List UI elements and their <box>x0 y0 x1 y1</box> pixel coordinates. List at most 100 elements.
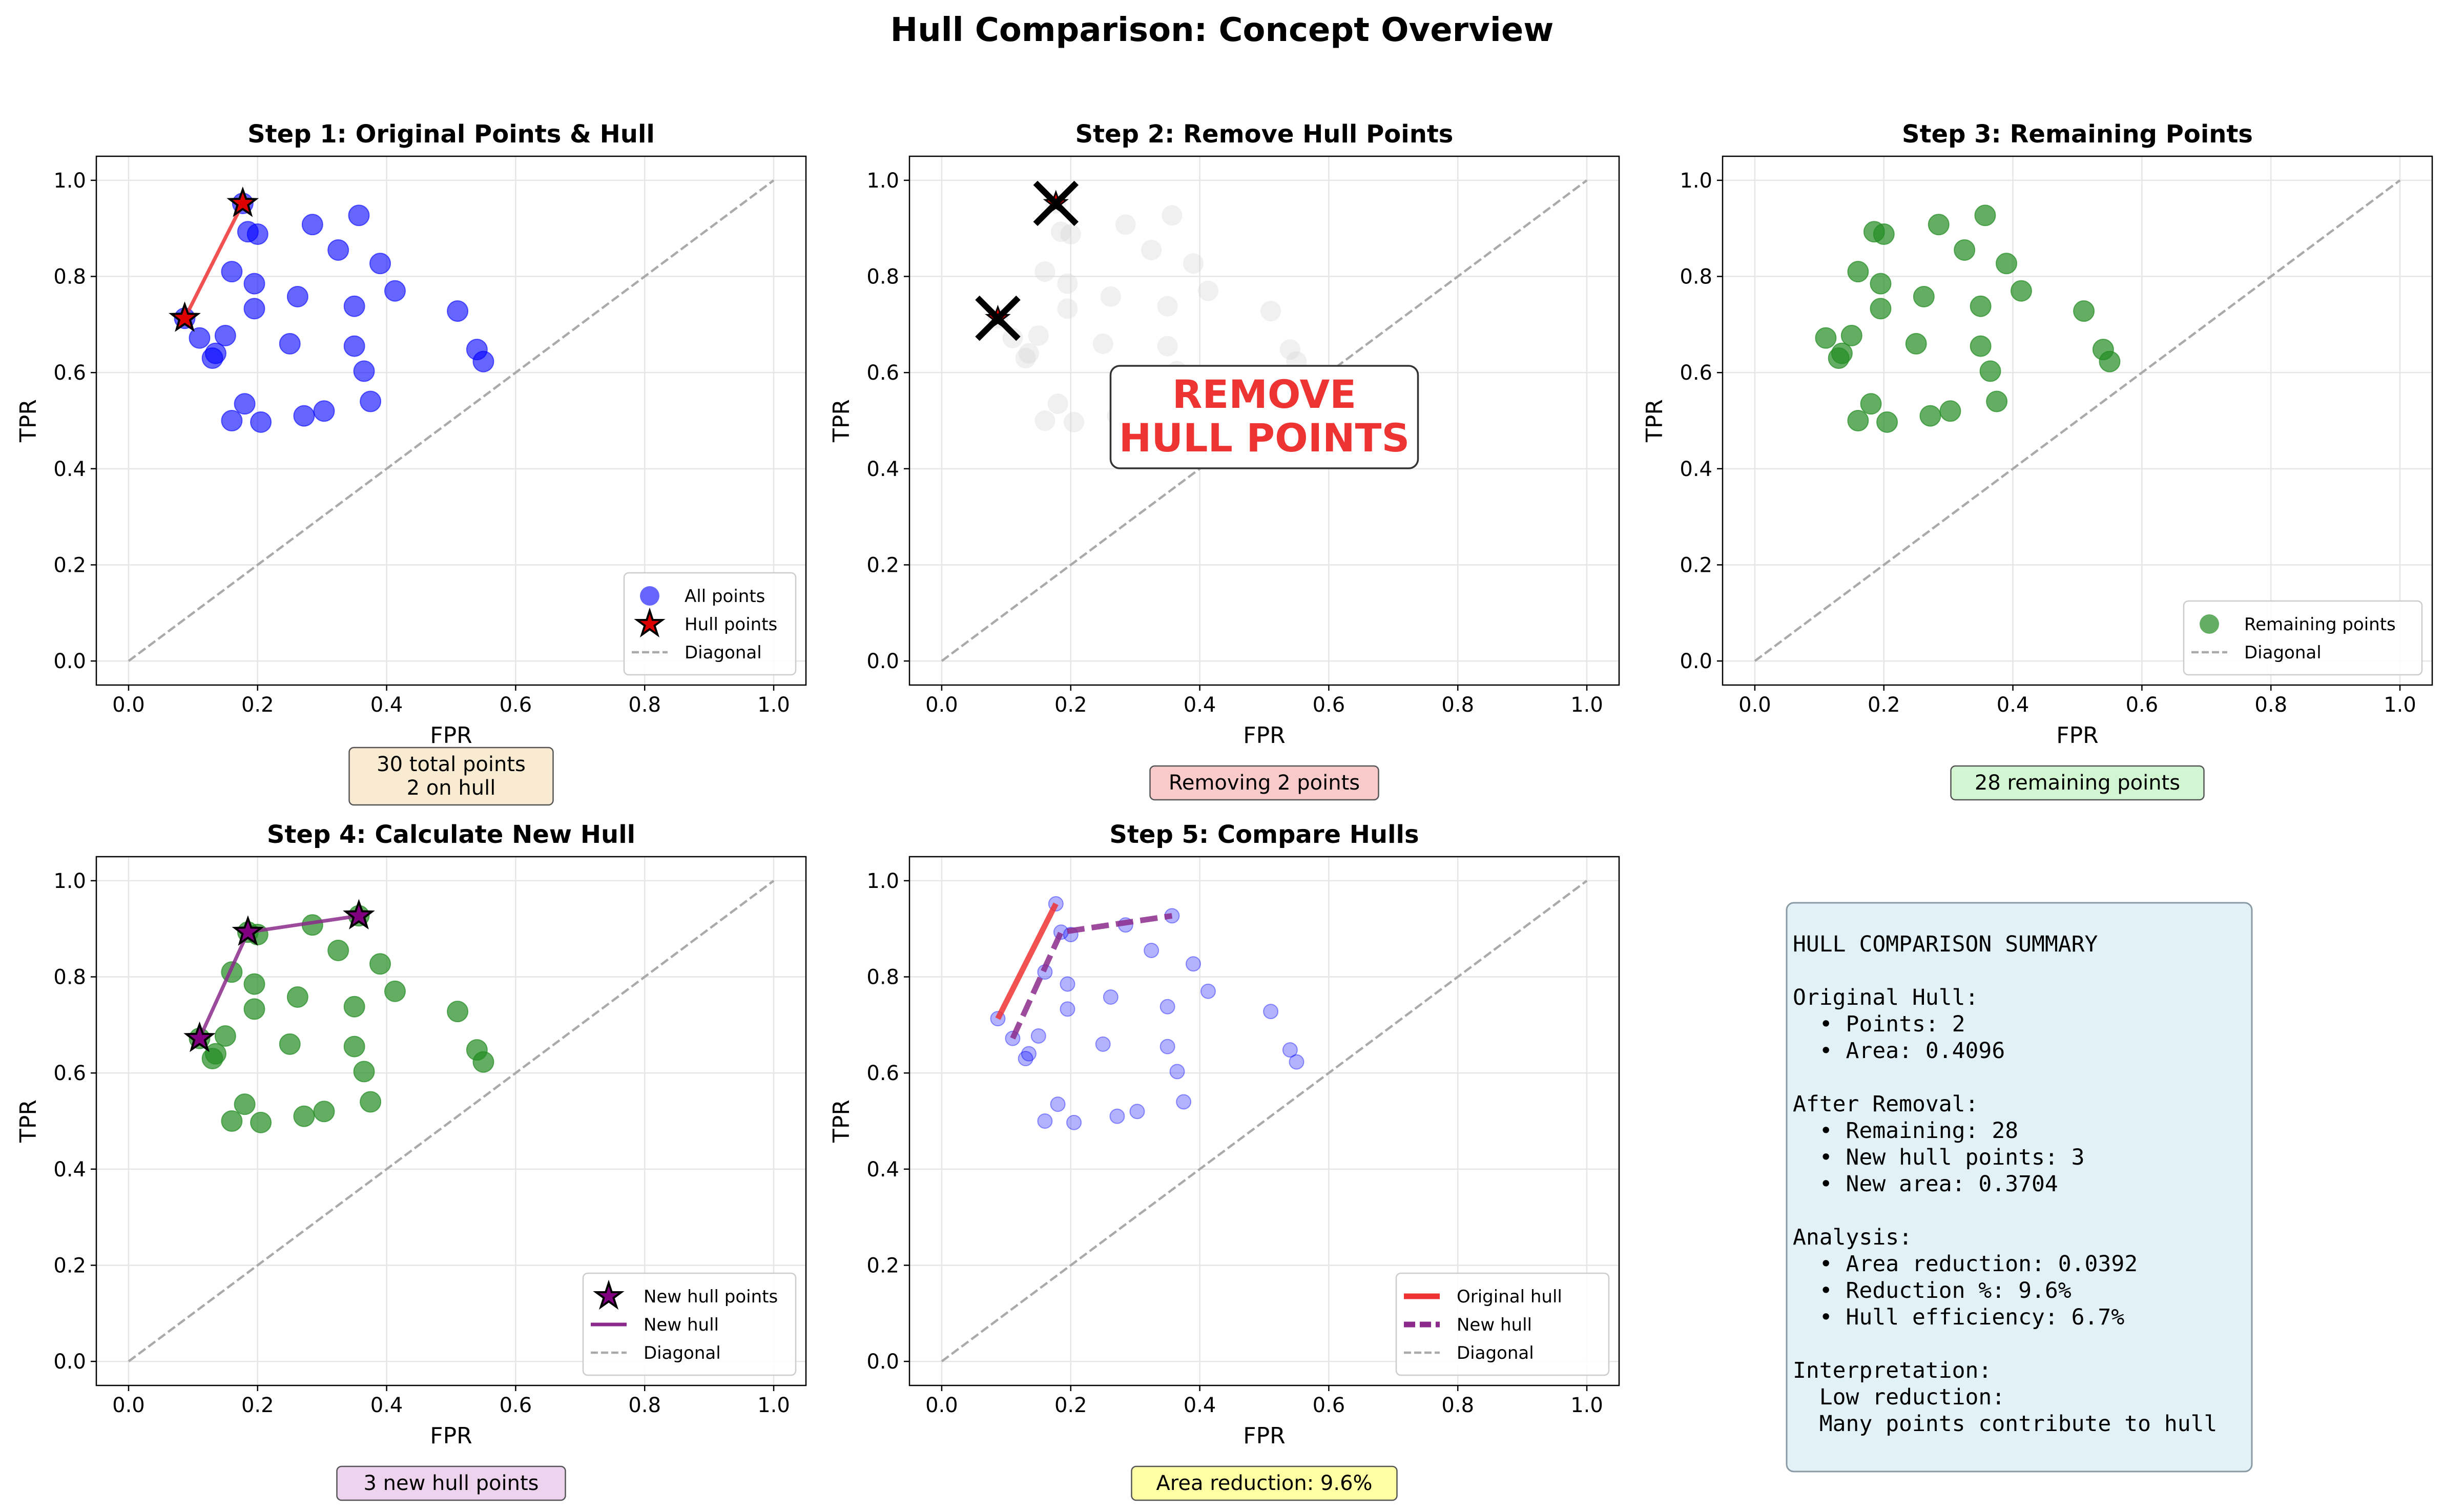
x-tick-label: 0.8 <box>1441 1394 1474 1417</box>
data-point <box>1159 1039 1175 1054</box>
axes-frame <box>95 856 807 1386</box>
data-point <box>327 939 349 961</box>
panel-1: 0.0 0.2 0.4 0.6 0.8 1.0 0.0 0.2 0.4 0.6 0.8 1.0 FPR T… <box>15 120 807 806</box>
data-point <box>189 327 211 349</box>
annotation-text: 28 remaining points <box>1975 771 2180 795</box>
grid <box>909 857 1619 1385</box>
x-axis-label: FPR <box>430 722 472 749</box>
data-point <box>1018 1051 1033 1067</box>
data-point <box>234 1093 256 1115</box>
y-tick-label: 0.6 <box>53 361 86 385</box>
data-point <box>1979 360 2001 382</box>
data-point <box>1970 295 1992 317</box>
data-point <box>246 223 268 245</box>
data-point <box>1970 335 1992 357</box>
data-point <box>1905 333 1927 355</box>
annotation-box <box>336 1465 566 1501</box>
summary-line: • Hull efficiency: 6.7% <box>1793 1304 2124 1330</box>
data-point <box>293 405 315 427</box>
faded-point <box>1057 273 1078 294</box>
data-point <box>221 261 243 283</box>
data-point <box>1913 285 1935 307</box>
data-point <box>313 1101 335 1123</box>
remove-x-mark <box>975 295 1021 341</box>
data-point <box>279 333 301 355</box>
summary-line: • Area reduction: 0.0392 <box>1793 1251 2138 1277</box>
x-tick-label: 1.0 <box>1570 693 1603 717</box>
annotation-text: Removing 2 points <box>1169 771 1360 795</box>
x-tick-label: 0.6 <box>2126 693 2159 717</box>
data-point <box>1876 411 1898 433</box>
x-tick-label: 1.0 <box>757 1394 790 1417</box>
x-tick-label: 0.4 <box>370 1394 403 1417</box>
legend-label: Diagonal <box>1457 1343 1534 1363</box>
faded-point <box>1034 261 1055 282</box>
legend: New hull points New hull Diagonal <box>582 1272 797 1376</box>
data-point <box>1095 1036 1111 1052</box>
legend-label: Diagonal <box>644 1343 721 1363</box>
y-tick-label: 0.4 <box>53 1158 86 1182</box>
data-point <box>250 1111 272 1133</box>
legend: Remaining points Diagonal <box>2183 600 2423 676</box>
x-tick-label: 0.6 <box>500 693 532 717</box>
annotation-box <box>1149 765 1379 801</box>
data-point <box>1860 393 1882 415</box>
x-tick-label: 0.4 <box>1997 693 2029 717</box>
data-point <box>1030 1028 1046 1044</box>
data-point <box>369 953 391 975</box>
annotation-box <box>1131 1465 1398 1501</box>
data-point <box>1129 1104 1145 1120</box>
diagonal-line <box>128 179 775 662</box>
data-point <box>343 335 365 357</box>
annotation-text: 3 new hull points <box>363 1472 538 1495</box>
x-axis-label: FPR <box>430 1423 472 1449</box>
axes-frame <box>1722 155 2433 686</box>
summary-line: HULL COMPARISON SUMMARY <box>1793 931 2098 957</box>
plot-area <box>975 180 1307 432</box>
center-text-line: HULL POINTS <box>1119 415 1410 461</box>
data-point <box>343 996 365 1018</box>
data-point <box>1840 324 1862 346</box>
legend: All points Hull points Diagonal <box>623 572 797 676</box>
x-tick-label: 1.0 <box>1570 1394 1603 1417</box>
data-point <box>1939 400 1961 422</box>
legend-label: Diagonal <box>685 643 762 663</box>
axes-frame <box>908 155 1620 686</box>
panel-title: Step 1: Original Points & Hull <box>247 120 655 149</box>
summary-line: Analysis: <box>1793 1225 1912 1250</box>
data-point <box>1831 342 1853 364</box>
figure-title: Hull Comparison: Concept Overview <box>890 11 1554 49</box>
faded-point <box>1197 280 1218 301</box>
diagonal-line <box>941 880 1588 1362</box>
annotation-text: Area reduction: 9.6% <box>1156 1472 1372 1495</box>
faded-point <box>1060 223 1081 244</box>
data-point <box>343 295 365 317</box>
y-tick-label: 1.0 <box>53 869 86 893</box>
y-tick-label: 0.2 <box>1680 553 1712 577</box>
legend-box <box>1395 1272 1610 1376</box>
x-tick-label: 0.8 <box>2254 693 2287 717</box>
x-tick-label: 0.2 <box>241 1394 274 1417</box>
legend-handle <box>2200 614 2219 634</box>
axes-frame <box>908 856 1620 1386</box>
faded-point <box>1034 410 1055 431</box>
data-point <box>2099 350 2121 372</box>
legend-box <box>2183 600 2423 676</box>
x-tick-label: 0.0 <box>112 693 145 717</box>
x-tick-label: 0.2 <box>1054 1394 1087 1417</box>
plot-area <box>169 186 494 433</box>
data-point <box>1186 956 1201 972</box>
legend-handle <box>593 1279 625 1310</box>
y-tick-label: 0.2 <box>53 1254 86 1277</box>
summary-line: Low reduction: <box>1793 1384 2005 1410</box>
y-tick-label: 0.0 <box>866 1350 899 1374</box>
hull-line <box>183 202 244 319</box>
y-tick-label: 0.8 <box>53 265 86 289</box>
y-tick-label: 1.0 <box>1680 169 1712 193</box>
center-text-box <box>1109 365 1419 469</box>
panel-3: 0.0 0.2 0.4 0.6 0.8 1.0 0.0 0.2 0.4 0.6 0.8 1.0 FPR T… <box>1642 120 2433 801</box>
new-hull-star <box>343 899 375 930</box>
faded-point <box>1002 327 1023 348</box>
original-hull-line <box>995 902 1059 1020</box>
x-axis-label: FPR <box>1243 722 1285 749</box>
